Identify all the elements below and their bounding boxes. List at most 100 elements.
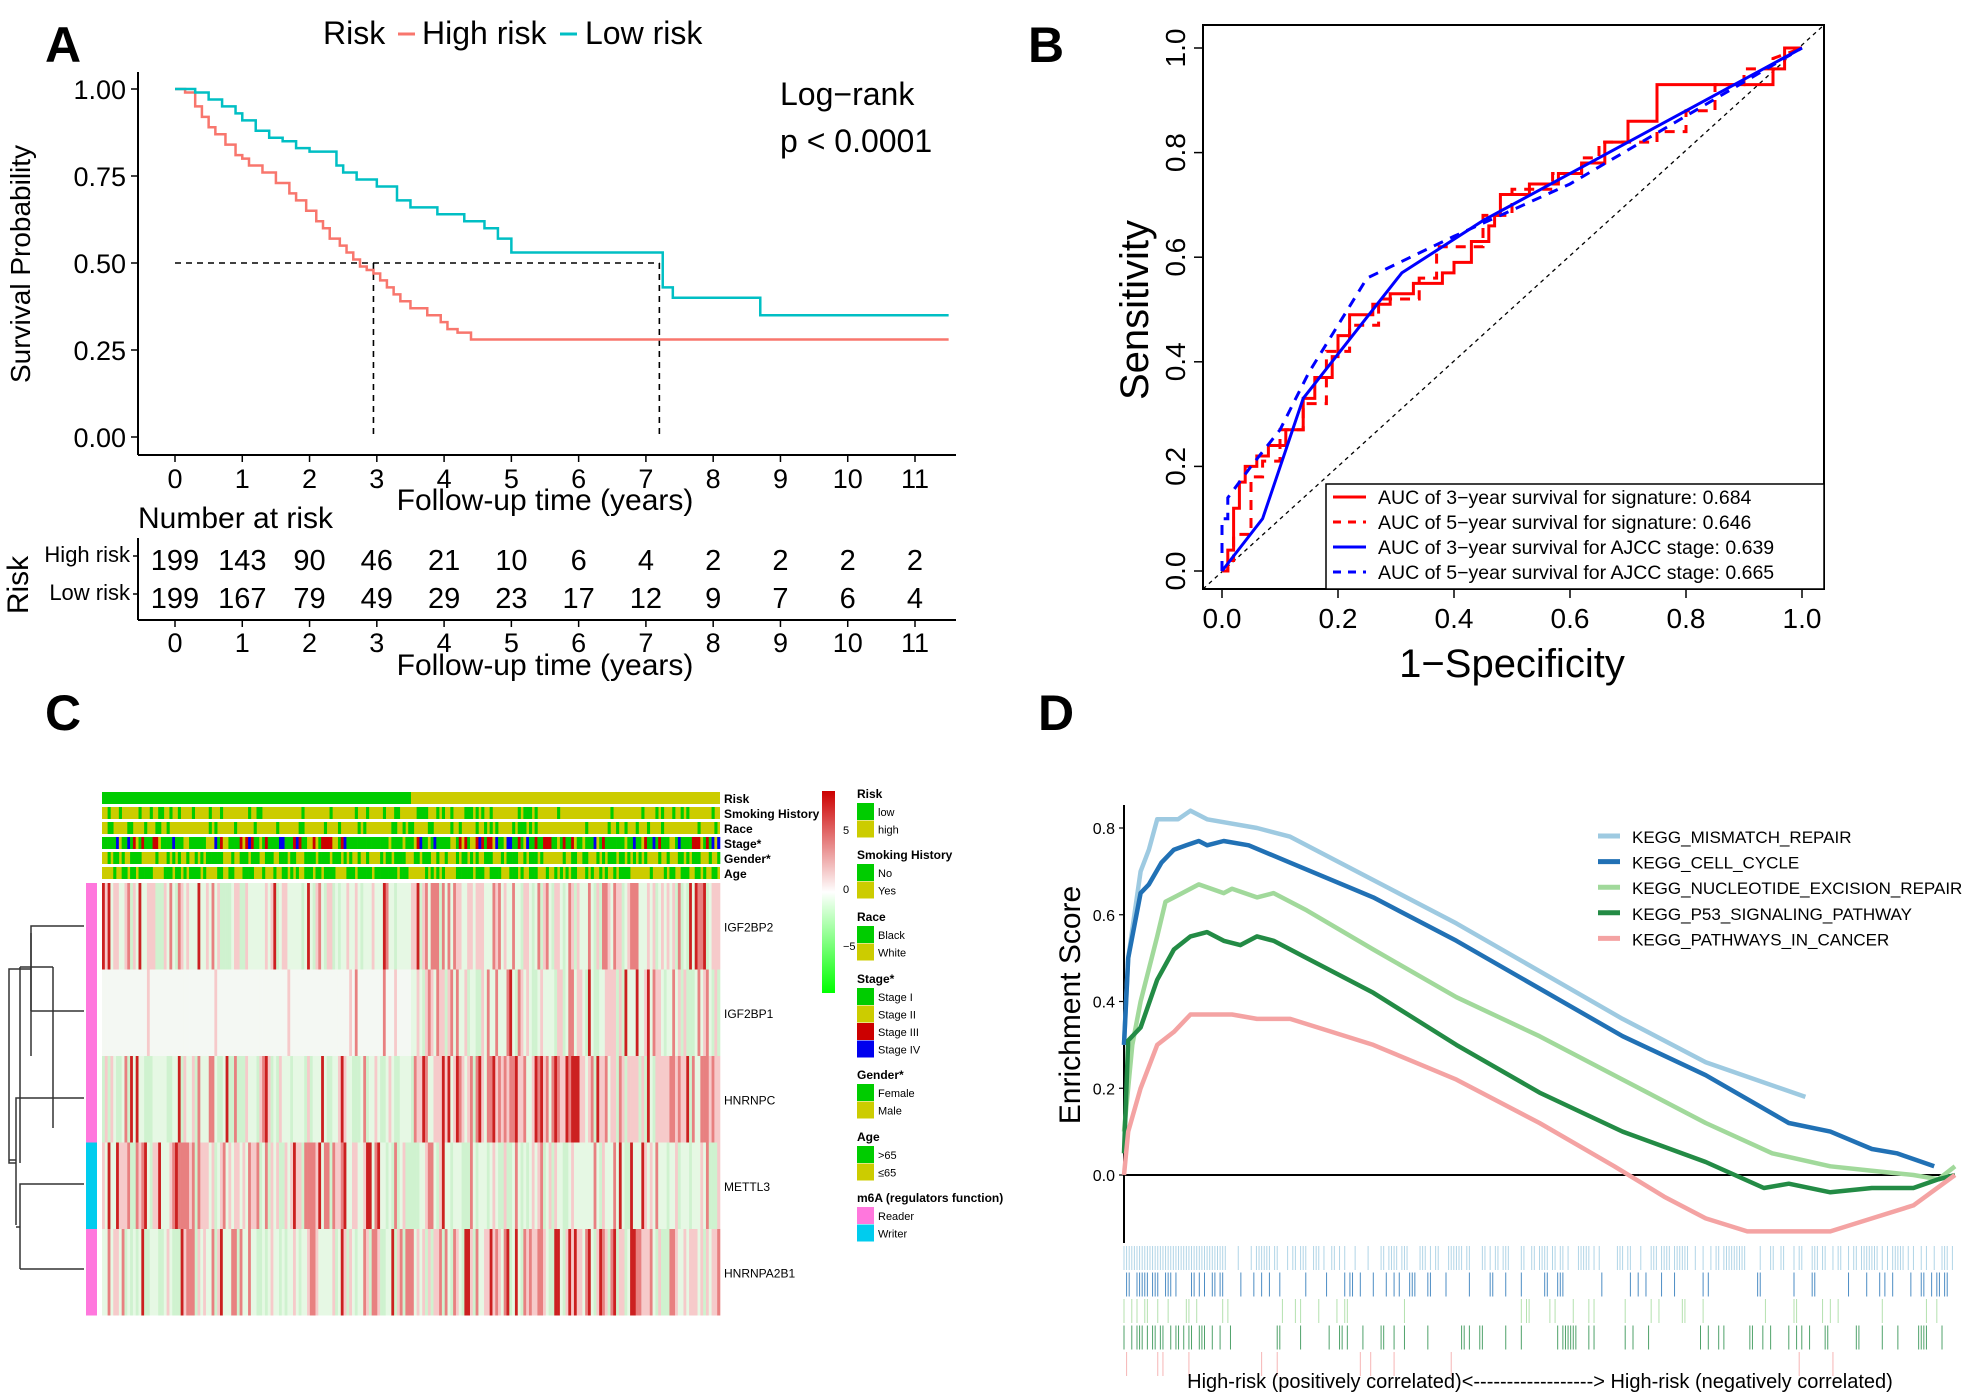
heatmap-cell xyxy=(661,1229,665,1316)
track-cell xyxy=(492,867,496,879)
heatmap-cell xyxy=(624,883,628,970)
heatmap-cell xyxy=(211,969,215,1056)
track-cell xyxy=(425,852,429,864)
track-cell xyxy=(326,852,330,864)
risk-table-cell: 79 xyxy=(293,583,325,615)
heatmap-cell xyxy=(290,969,294,1056)
heatmap-cell xyxy=(478,1056,482,1143)
track-cell xyxy=(453,837,457,849)
heatmap-cell xyxy=(166,1229,170,1316)
heatmap-cell xyxy=(517,969,521,1056)
heatmap-cell xyxy=(102,969,106,1056)
track-cell xyxy=(573,852,578,864)
track-cell xyxy=(641,837,645,849)
heatmap-cell xyxy=(646,969,651,1056)
track-cell xyxy=(144,822,148,834)
heatmap-cell xyxy=(602,883,606,970)
track-cell xyxy=(177,807,181,819)
heatmap-cell xyxy=(543,969,547,1056)
track-cell xyxy=(534,822,538,834)
track-cell xyxy=(382,837,387,849)
heatmap-cell xyxy=(284,883,288,970)
heatmap-cell xyxy=(596,1056,600,1143)
heatmap-cell xyxy=(102,1142,106,1229)
heatmap-cell xyxy=(582,1056,586,1143)
heatmap-cell xyxy=(385,1229,389,1316)
heatmap-cell xyxy=(259,1229,263,1316)
heatmap-cell xyxy=(599,1229,603,1316)
track-cell xyxy=(655,837,659,849)
track-cell xyxy=(239,837,243,849)
heatmap-cell xyxy=(604,883,608,970)
km-legend-title: Risk xyxy=(323,15,386,51)
legend-item-label: low xyxy=(878,807,895,819)
legend-group-title: Stage* xyxy=(857,972,895,986)
heatmap-cell xyxy=(200,1229,204,1316)
heatmap-cell xyxy=(453,883,457,970)
legend-item-label: high xyxy=(878,825,899,837)
heatmap-cell xyxy=(708,1229,712,1316)
heatmap-cell xyxy=(503,1056,507,1143)
heatmap-cell xyxy=(430,1229,434,1316)
heatmap-cell xyxy=(599,1142,603,1229)
heatmap-cell xyxy=(352,1056,356,1143)
heatmap-cell xyxy=(520,1142,524,1229)
heatmap-cell xyxy=(582,1142,586,1229)
heatmap-cell xyxy=(385,1142,389,1229)
track-label: Smoking History xyxy=(724,807,820,821)
track-cell xyxy=(107,807,111,819)
track-cell xyxy=(138,867,142,879)
legend-item-label: Female xyxy=(878,1088,915,1100)
heatmap-row-label: METTL3 xyxy=(724,1180,770,1194)
heatmap-cell xyxy=(568,1142,572,1229)
heatmap-cell xyxy=(326,883,330,970)
track-cell xyxy=(208,837,212,849)
heatmap-cell xyxy=(144,1229,148,1316)
risk-table-x-tick-label: 9 xyxy=(773,628,788,658)
heatmap-cell xyxy=(655,1056,659,1143)
track-cell xyxy=(208,822,212,834)
heatmap-cell xyxy=(703,1229,707,1316)
track-cell xyxy=(189,867,193,879)
heatmap-cell xyxy=(256,883,260,970)
heatmap-cell xyxy=(396,1056,401,1143)
heatmap-cell xyxy=(245,883,249,970)
risk-table-cell: 29 xyxy=(428,583,460,615)
heatmap-cell xyxy=(321,883,325,970)
track-cell xyxy=(382,867,387,879)
track-cell xyxy=(363,822,367,834)
heatmap-cell xyxy=(374,1229,378,1316)
heatmap-cell xyxy=(528,1056,533,1143)
gsea-hit-track-kegg-nucleotide-excision-repair xyxy=(1123,1299,1938,1323)
track-cell xyxy=(281,852,285,864)
track-cell xyxy=(411,822,415,834)
heatmap-cell xyxy=(500,1056,504,1143)
heatmap-cell xyxy=(175,1056,179,1143)
track-label: Gender* xyxy=(724,852,771,866)
heatmap-cell xyxy=(677,1142,681,1229)
heatmap-cell xyxy=(649,1229,653,1316)
heatmap-cell xyxy=(416,1142,420,1229)
heatmap-cell xyxy=(439,1142,443,1229)
heatmap-cell xyxy=(484,1229,488,1316)
track-cell xyxy=(632,852,637,864)
heatmap-cell xyxy=(245,1229,249,1316)
heatmap-cell xyxy=(562,1142,566,1229)
gsea-legend-entry: KEGG_PATHWAYS_IN_CANCER xyxy=(1632,930,1889,949)
track-cell xyxy=(545,867,549,879)
track-cell xyxy=(618,867,622,879)
heatmap-cell xyxy=(520,1229,524,1316)
track-cell xyxy=(304,852,308,864)
heatmap-cell xyxy=(290,1229,294,1316)
heatmap-cell xyxy=(469,969,474,1056)
track-cell xyxy=(596,852,600,864)
heatmap-cell xyxy=(646,1229,651,1316)
heatmap-cell xyxy=(469,1142,474,1229)
heatmap-cell xyxy=(262,969,266,1056)
heatmap-cell xyxy=(573,1229,578,1316)
track-cell xyxy=(349,867,353,879)
heatmap-cell xyxy=(343,1142,347,1229)
track-cell xyxy=(394,807,398,819)
heatmap-cell xyxy=(419,1142,423,1229)
heatmap-cell xyxy=(638,1142,642,1229)
